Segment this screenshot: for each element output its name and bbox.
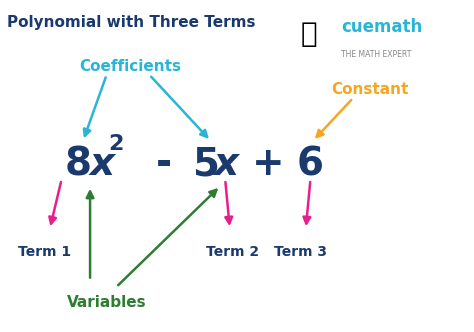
Text: 5: 5	[193, 145, 219, 183]
Text: 2: 2	[109, 134, 124, 154]
Text: 6: 6	[297, 145, 324, 183]
Text: 8: 8	[65, 145, 91, 183]
Text: Variables: Variables	[67, 294, 146, 310]
Text: THE MATH EXPERT: THE MATH EXPERT	[341, 50, 411, 59]
Text: Polynomial with Three Terms: Polynomial with Three Terms	[7, 15, 255, 30]
Text: Term 1: Term 1	[18, 245, 72, 259]
Text: x: x	[214, 145, 239, 183]
Text: Term 3: Term 3	[274, 245, 328, 259]
Text: Coefficients: Coefficients	[79, 59, 182, 74]
Text: Constant: Constant	[331, 82, 409, 97]
Text: Term 2: Term 2	[206, 245, 259, 259]
Text: x: x	[89, 145, 115, 183]
Text: cuemath: cuemath	[341, 18, 422, 36]
Text: +: +	[252, 145, 284, 183]
Text: -: -	[155, 145, 172, 183]
Text: 🚀: 🚀	[301, 20, 318, 48]
